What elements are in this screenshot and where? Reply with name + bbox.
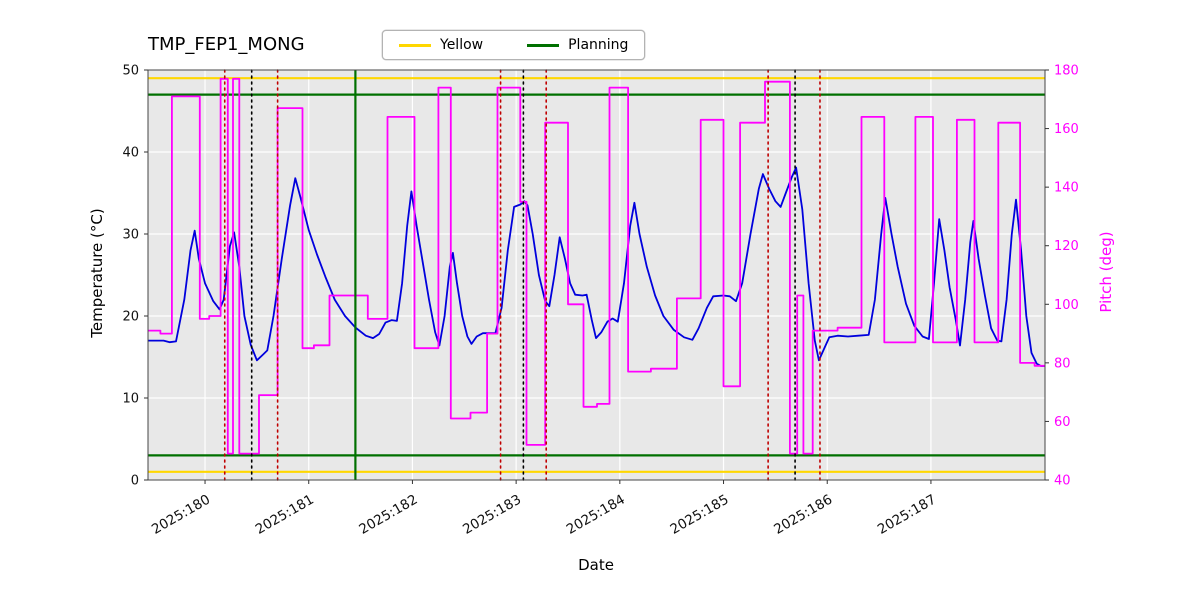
y-tick-label-right: 180 xyxy=(1054,64,1079,79)
legend-item-planning: Planning xyxy=(527,37,628,53)
chart-title: TMP_FEP1_MONG xyxy=(148,34,305,55)
y-tick-label-right: 140 xyxy=(1054,181,1079,196)
y-tick-label-left: 50 xyxy=(122,64,139,79)
y-tick-label-right: 60 xyxy=(1054,415,1071,430)
y-tick-label-right: 160 xyxy=(1054,122,1079,137)
y-tick-label-left: 30 xyxy=(122,228,139,243)
legend-label-yellow: Yellow xyxy=(440,37,484,53)
x-tick-label: 2025:185 xyxy=(668,492,732,538)
y-tick-label-left: 10 xyxy=(122,392,139,407)
y-tick-label-right: 40 xyxy=(1054,474,1071,489)
legend-label-planning: Planning xyxy=(568,37,629,53)
planning-limit-line-swatch xyxy=(527,43,560,47)
yellow-limit-line-swatch xyxy=(399,43,431,47)
x-tick-label: 2025:187 xyxy=(875,492,939,538)
legend: Yellow Planning xyxy=(382,30,646,60)
x-axis-label-date: Date xyxy=(578,556,614,574)
x-tick-label: 2025:184 xyxy=(564,492,628,538)
pitch-series-line xyxy=(148,77,1045,455)
x-tick-label: 2025:182 xyxy=(356,492,420,538)
y-tick-label-right: 100 xyxy=(1054,298,1079,313)
y-tick-label-right: 120 xyxy=(1054,239,1079,254)
y-tick-label-left: 40 xyxy=(122,146,139,161)
y-axis-label-pitch: Pitch (deg) xyxy=(1097,231,1115,313)
x-tick-label: 2025:181 xyxy=(253,492,317,538)
y-tick-label-right: 80 xyxy=(1054,356,1071,371)
y-tick-label-left: 0 xyxy=(131,474,139,489)
x-tick-label: 2025:183 xyxy=(460,492,524,538)
plot-area xyxy=(148,70,1045,480)
y-tick-label-left: 20 xyxy=(122,310,139,325)
plot-border xyxy=(147,69,1046,481)
x-tick-label: 2025:180 xyxy=(149,492,213,538)
y-axis-label-temperature: Temperature (°C) xyxy=(88,208,106,338)
x-tick-label: 2025:186 xyxy=(771,492,835,538)
legend-item-yellow: Yellow xyxy=(399,37,483,53)
